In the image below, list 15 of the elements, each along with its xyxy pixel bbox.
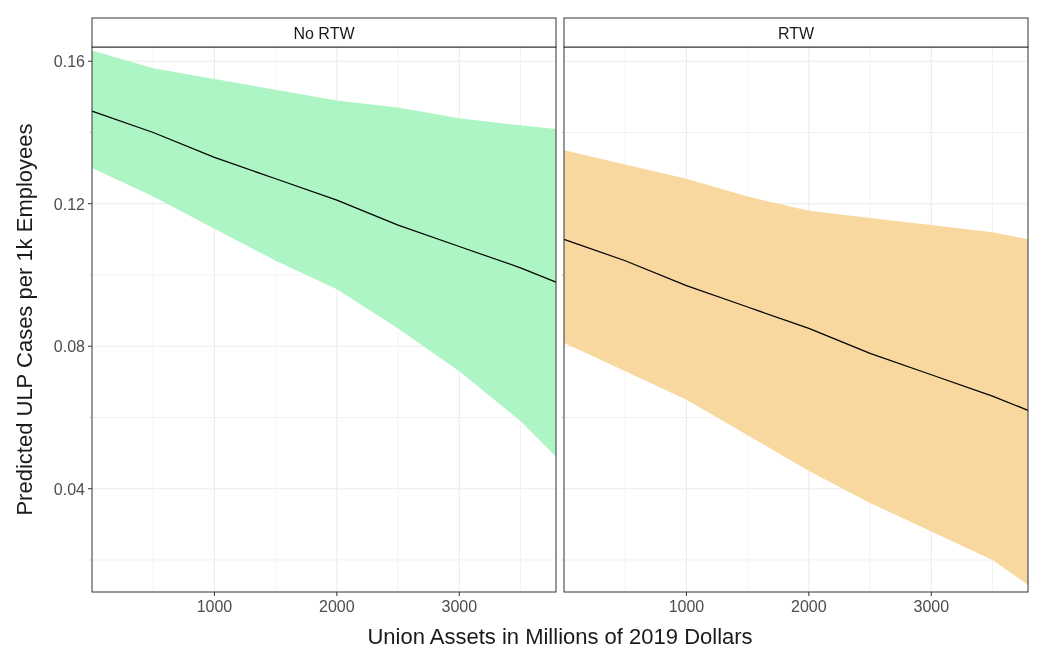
x-tick-label: 3000 xyxy=(913,598,950,615)
line-series xyxy=(91,110,557,283)
x-tick-label: 2000 xyxy=(319,598,355,615)
y-tick-label: 0.08 xyxy=(53,338,86,356)
chart-title: No RTW xyxy=(293,24,356,42)
y-tick-label: 0.12 xyxy=(53,195,86,213)
x-tick-label: 3000 xyxy=(441,598,478,615)
x-tick-label: 1000 xyxy=(196,598,233,615)
chart-title: RTW xyxy=(777,24,815,42)
y-tick-label: 0.04 xyxy=(53,480,86,498)
x-tick-label: 1000 xyxy=(668,598,705,615)
x-axis-title: Union Assets in Millions of 2019 Dollars xyxy=(367,624,753,649)
y-tick-label: 0.16 xyxy=(53,53,86,71)
x-tick-label: 2000 xyxy=(791,598,827,615)
y-axis-title: Predicted ULP Cases per 1k Employees xyxy=(12,123,37,516)
